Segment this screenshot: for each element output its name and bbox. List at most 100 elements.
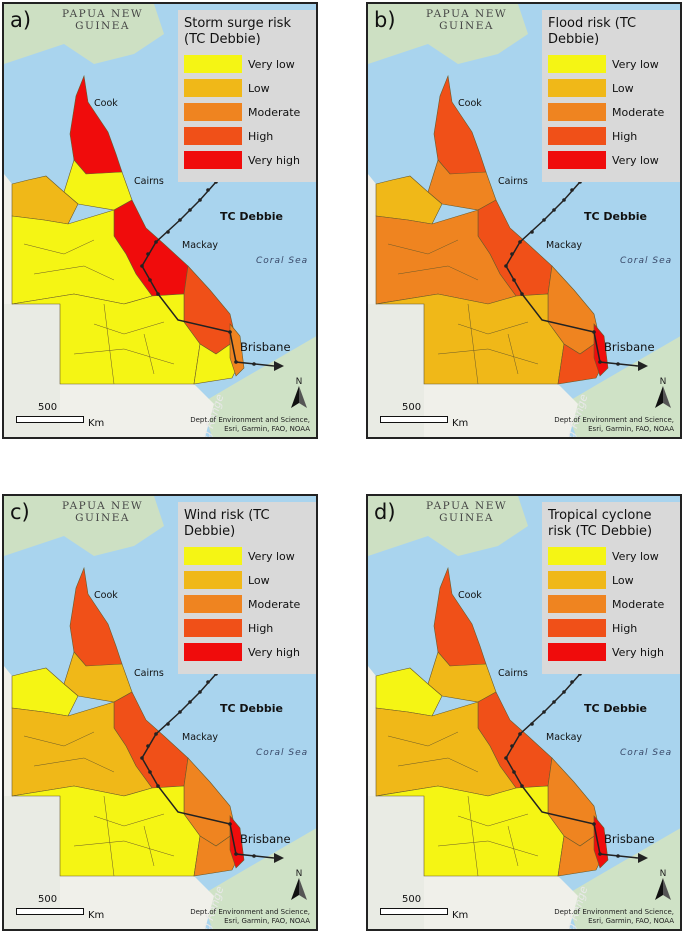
nt-land	[4, 304, 60, 437]
legend-label: High	[248, 129, 274, 143]
png-landmass	[4, 496, 164, 556]
place-cook: Cook	[94, 98, 118, 109]
legend-swatch	[184, 103, 242, 121]
track-point	[530, 722, 534, 726]
legend-item: Low	[184, 568, 310, 592]
attribution-line: Dept.of Environment and Science,	[190, 416, 310, 424]
legend-swatch	[184, 571, 242, 589]
panel-label: a)	[10, 8, 32, 32]
legend-swatch	[184, 643, 242, 661]
district-boundary	[397, 265, 479, 281]
district-boundary	[143, 825, 155, 867]
scale-value: 500	[402, 402, 422, 413]
country-line: GUINEA	[439, 20, 494, 32]
place-brisbane: Brisbane	[240, 340, 291, 354]
png-landmass	[368, 4, 528, 64]
north-arrow-left	[655, 386, 663, 408]
track-point	[512, 770, 516, 774]
scale-bar	[16, 908, 84, 915]
country-label: PAPUA NEW GUINEA	[426, 500, 507, 524]
track-arrow	[638, 361, 648, 371]
legend-item: High	[548, 616, 674, 640]
track-point	[140, 756, 144, 760]
north-arrow-left	[291, 386, 299, 408]
legend-label: Very low	[248, 57, 295, 71]
track-point	[542, 710, 546, 714]
png-landmass	[368, 496, 528, 556]
north-label: N	[660, 869, 667, 879]
legend-label: Very low	[612, 153, 659, 167]
legend-item: Very high	[548, 640, 674, 664]
legend-item: Very low	[548, 148, 674, 172]
district-boundary	[457, 813, 529, 827]
scale-unit: Km	[452, 910, 469, 921]
track-point	[206, 680, 210, 684]
sea-label: Coral Sea	[620, 256, 673, 266]
place-mackay: Mackay	[546, 240, 583, 251]
district-boundary	[437, 348, 539, 365]
north-arrow-icon: N	[655, 377, 671, 408]
country-line: GUINEA	[75, 512, 130, 524]
place-cairns: Cairns	[498, 176, 528, 187]
north-arrow-icon: N	[655, 869, 671, 900]
track-point	[518, 732, 522, 736]
legend-swatch	[548, 103, 606, 121]
district-boundary	[143, 333, 155, 375]
track-point	[148, 770, 152, 774]
region-cape	[69, 566, 123, 667]
track-point	[154, 732, 158, 736]
district-boundary	[103, 795, 115, 877]
track-point	[156, 784, 160, 788]
map-panel-d: d) PAPUA NEW GUINEA Cook Cairns Mackay Coral S…	[366, 494, 682, 931]
legend-label: Moderate	[612, 597, 665, 611]
scale-value: 500	[38, 402, 58, 413]
country-line: GUINEA	[75, 20, 130, 32]
legend-label: Moderate	[612, 105, 665, 119]
district-boundary	[467, 303, 479, 385]
attribution: Dept.of Environment and Science, Esri, Ga…	[190, 908, 310, 926]
map-panel-b: b) PAPUA NEW GUINEA Cook Cairns Mackay Coral S…	[366, 2, 682, 439]
cyclone-label: TC Debbie	[220, 702, 283, 715]
legend-item: Low	[548, 76, 674, 100]
country-line: PAPUA NEW	[426, 500, 508, 512]
track-point	[598, 360, 602, 364]
legend-item: Moderate	[184, 100, 310, 124]
cyclone-label: TC Debbie	[584, 210, 647, 223]
legend-item: Very low	[548, 544, 674, 568]
track-point	[198, 198, 202, 202]
district-boundary	[93, 813, 165, 827]
track-point	[178, 710, 182, 714]
attribution-line: Esri, Garmin, FAO, NOAA	[588, 425, 674, 433]
legend-swatch	[548, 547, 606, 565]
legend-item: Very low	[184, 52, 310, 76]
map-panel-c: c) PAPUA NEW GUINEA Cook Cairns Mackay Coral S…	[2, 494, 318, 931]
track-point	[206, 188, 210, 192]
north-label: N	[296, 377, 303, 387]
north-arrow-right	[663, 386, 671, 408]
legend-swatch	[184, 79, 242, 97]
map-canvas	[368, 4, 680, 437]
track-point	[140, 264, 144, 268]
attribution: Dept.of Environment and Science, Esri, Ga…	[554, 908, 674, 926]
north-arrow-left	[655, 878, 663, 900]
track-point	[252, 854, 256, 858]
district-boundary	[103, 303, 115, 385]
legend-title: Flood risk (TC Debbie)	[548, 16, 637, 47]
country-line: GUINEA	[439, 512, 494, 524]
place-cairns: Cairns	[134, 176, 164, 187]
attribution-line: Esri, Garmin, FAO, NOAA	[224, 425, 310, 433]
north-arrow-right	[663, 878, 671, 900]
legend: Tropical cyclone risk (TC Debbie) Very lo…	[542, 502, 680, 674]
attribution-line: Dept.of Environment and Science,	[190, 908, 310, 916]
scale-bar	[380, 908, 448, 915]
track-point	[234, 852, 238, 856]
district-boundary	[23, 731, 95, 747]
track-point	[518, 240, 522, 244]
legend: Flood risk (TC Debbie) Very low Low Moderat…	[542, 10, 680, 182]
place-cook: Cook	[458, 590, 482, 601]
track-point	[504, 756, 508, 760]
attribution-line: Dept.of Environment and Science,	[554, 416, 674, 424]
district-boundary	[437, 840, 539, 857]
place-mackay: Mackay	[182, 732, 219, 743]
legend-title: Wind risk (TC Debbie)	[184, 508, 270, 539]
